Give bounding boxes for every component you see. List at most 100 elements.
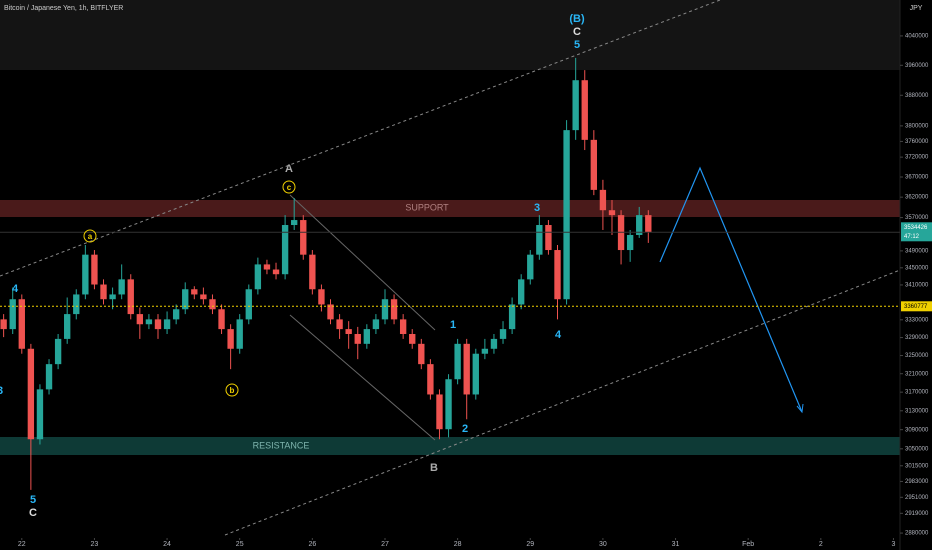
candle-body bbox=[36, 389, 44, 440]
candle-body bbox=[218, 309, 225, 330]
y-tick-label: 2919000 bbox=[905, 511, 929, 517]
y-tick-label: 2983000 bbox=[905, 479, 929, 485]
candle-body bbox=[518, 279, 525, 305]
wave-label: 4 bbox=[12, 283, 19, 295]
candle-body bbox=[300, 220, 307, 255]
x-tick-label: 25 bbox=[236, 541, 244, 548]
candle-body bbox=[626, 234, 634, 251]
resistance-zone bbox=[0, 437, 900, 455]
wave-label: (B) bbox=[569, 13, 585, 25]
y-tick-label: 3620000 bbox=[905, 195, 929, 201]
candle-body bbox=[127, 279, 134, 315]
candle-body bbox=[91, 254, 98, 285]
x-tick-label: 28 bbox=[454, 541, 462, 548]
candle-body bbox=[608, 210, 616, 216]
candle-body bbox=[109, 294, 116, 300]
candle-body bbox=[390, 299, 398, 320]
candle-body bbox=[309, 254, 316, 290]
y-tick-label: 4040000 bbox=[905, 33, 929, 39]
y-tick-label: 3170000 bbox=[905, 390, 929, 396]
y-tick-label: 3250000 bbox=[905, 353, 929, 359]
x-tick-label: Feb bbox=[742, 541, 754, 548]
candle-body bbox=[291, 220, 298, 226]
inner-channel bbox=[289, 194, 436, 331]
candle-body bbox=[363, 329, 371, 344]
candle-body bbox=[100, 284, 107, 300]
candle-body bbox=[636, 215, 643, 235]
candle-body bbox=[200, 294, 207, 300]
candle-body bbox=[345, 329, 352, 334]
candle-body bbox=[545, 225, 552, 251]
candle-body bbox=[154, 319, 162, 330]
last-price: 3534426 bbox=[904, 225, 928, 231]
candle-body bbox=[490, 338, 498, 349]
candle-body bbox=[590, 139, 598, 190]
candle-body bbox=[554, 250, 561, 300]
shaded-zone bbox=[0, 0, 900, 70]
candle-body bbox=[227, 329, 234, 349]
x-tick-label: 31 bbox=[672, 541, 680, 548]
candle-body bbox=[354, 333, 361, 344]
candle-body bbox=[536, 225, 543, 255]
candle-body bbox=[236, 319, 243, 349]
candle-body bbox=[327, 304, 334, 320]
candle-body bbox=[27, 348, 35, 440]
y-tick-label: 3015000 bbox=[905, 463, 929, 469]
candle-body bbox=[318, 289, 325, 305]
x-tick-label: 26 bbox=[308, 541, 316, 548]
alert-box bbox=[901, 301, 932, 312]
candle-body bbox=[436, 394, 443, 430]
candle-body bbox=[64, 314, 71, 339]
countdown: 47:12 bbox=[904, 234, 920, 240]
y-tick-label: 3800000 bbox=[905, 123, 929, 129]
candle-body bbox=[336, 319, 343, 330]
candle-body bbox=[399, 319, 407, 334]
candle-body bbox=[527, 254, 534, 280]
y-tick-label: 3880000 bbox=[905, 93, 929, 99]
wave-circle bbox=[282, 180, 296, 194]
wave-label: a bbox=[88, 232, 93, 241]
wave-label: 5 bbox=[30, 494, 36, 506]
channel-upper bbox=[0, 0, 721, 277]
candle-body bbox=[209, 299, 216, 310]
y-tick-label: 3720000 bbox=[905, 155, 929, 161]
candle-body bbox=[372, 319, 380, 330]
candle-body bbox=[454, 343, 461, 380]
channel-lower bbox=[224, 269, 901, 536]
alert-price: 3360777 bbox=[904, 304, 928, 310]
currency: JPY bbox=[910, 5, 923, 12]
y-tick-label: 3670000 bbox=[905, 175, 929, 181]
zone-label: SUPPORT bbox=[405, 202, 449, 212]
candle-body bbox=[9, 299, 16, 330]
candle-body bbox=[136, 314, 144, 325]
candle-body bbox=[163, 319, 171, 330]
x-tick-label: 27 bbox=[381, 541, 389, 548]
x-tick-label: 29 bbox=[526, 541, 534, 548]
y-tick-label: 3330000 bbox=[905, 317, 929, 323]
candle-body bbox=[0, 319, 7, 330]
y-tick-label: 3130000 bbox=[905, 408, 929, 414]
x-tick-label: 24 bbox=[163, 541, 171, 548]
candle-body bbox=[409, 333, 416, 344]
y-tick-label: 2951000 bbox=[905, 495, 929, 501]
wave-label: 3 bbox=[0, 385, 3, 397]
wave-label: c bbox=[287, 183, 292, 192]
x-tick-label: 30 bbox=[599, 541, 607, 548]
candle-body bbox=[445, 379, 452, 430]
candle-body bbox=[272, 269, 280, 275]
x-tick-label: 23 bbox=[91, 541, 99, 548]
candle-body bbox=[118, 279, 125, 295]
wave-label: b bbox=[230, 386, 235, 395]
candle-body bbox=[499, 329, 507, 339]
wave-label: 2 bbox=[462, 423, 468, 435]
last-price-box bbox=[901, 222, 932, 242]
candle-body bbox=[45, 364, 53, 390]
candle-body bbox=[645, 215, 652, 233]
candle-body bbox=[281, 225, 289, 275]
candle-body bbox=[191, 289, 198, 295]
y-tick-label: 3450000 bbox=[905, 265, 929, 271]
x-tick-label: 2 bbox=[819, 541, 823, 548]
candle-body bbox=[463, 343, 470, 395]
projection bbox=[659, 166, 803, 413]
